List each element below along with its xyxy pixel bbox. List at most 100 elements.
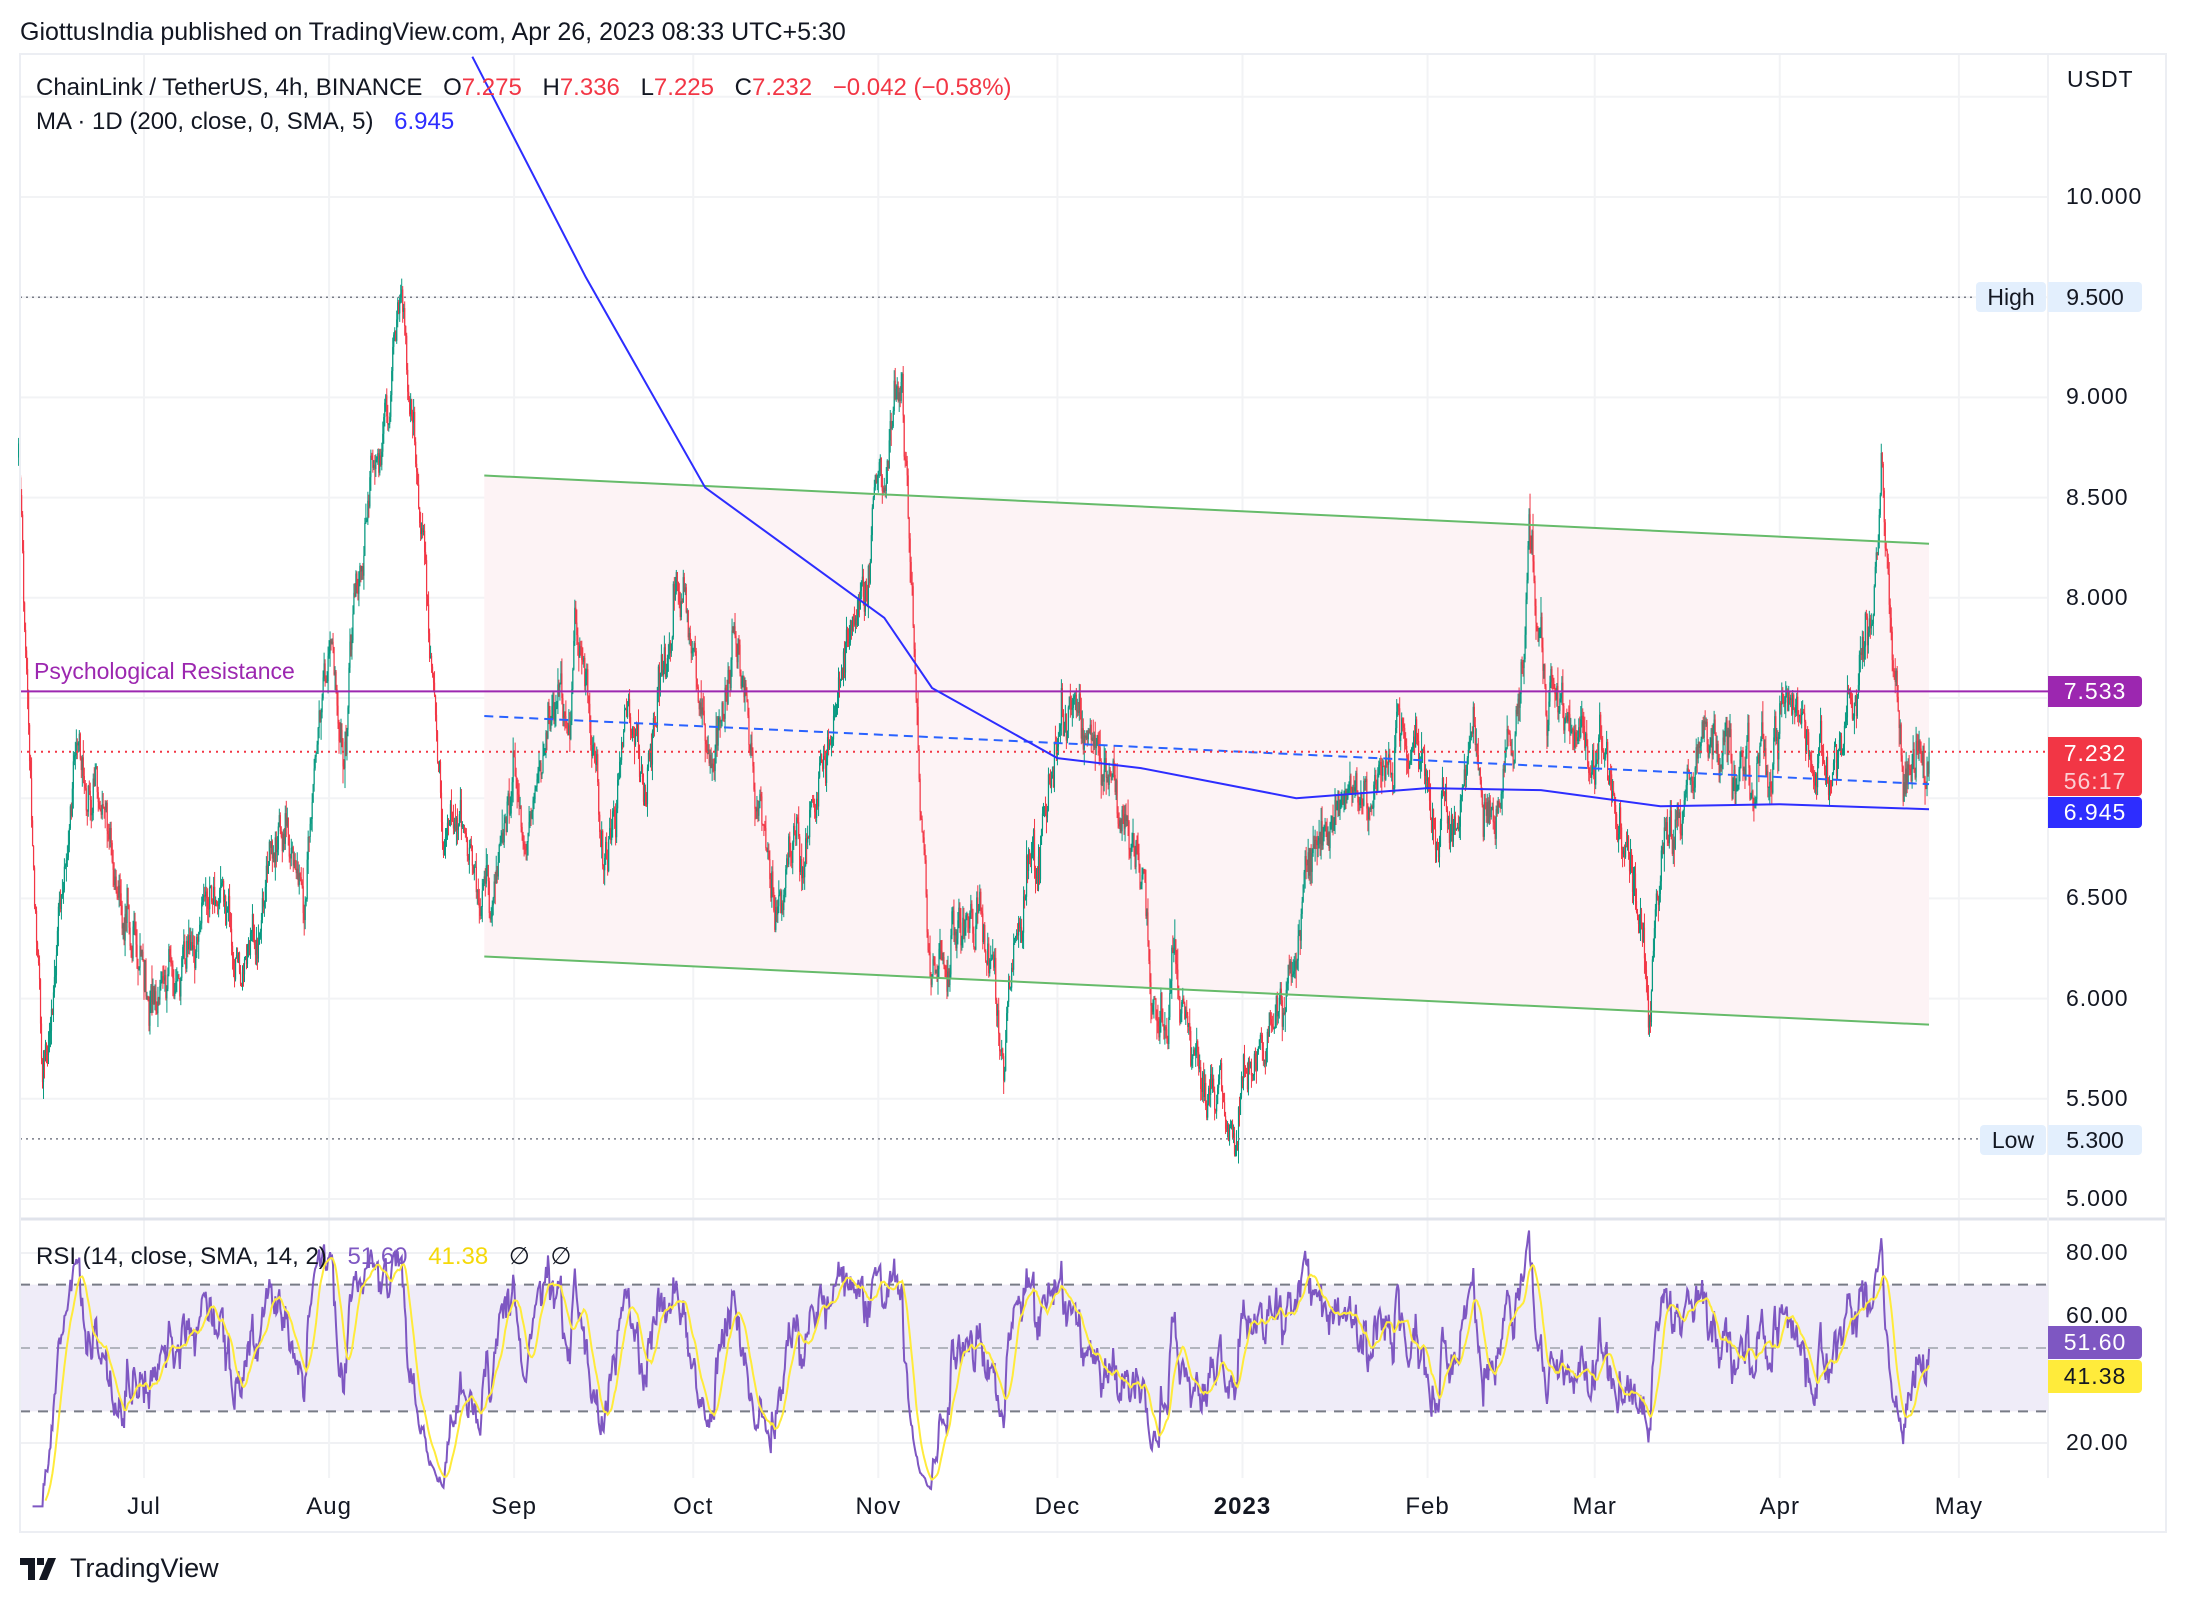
candle-body [346, 729, 348, 755]
candle-body [527, 832, 529, 843]
candle [868, 562, 870, 588]
candle [1655, 889, 1657, 917]
candle-body [36, 942, 39, 953]
candle-body [519, 805, 521, 807]
candle-body [692, 647, 694, 651]
candle [1183, 995, 1185, 1004]
candle [527, 832, 529, 856]
candle [97, 786, 99, 812]
candle-body [1163, 1025, 1165, 1031]
candle-body [1583, 725, 1585, 735]
candle-body [492, 897, 494, 906]
candle [175, 969, 177, 994]
candle [445, 827, 448, 847]
candle-body [1359, 798, 1361, 806]
candle [849, 619, 852, 646]
candle [18, 437, 20, 466]
candle [1122, 804, 1124, 825]
candle [1225, 1119, 1228, 1133]
candle [1172, 935, 1174, 954]
candle [894, 367, 896, 401]
candle [1137, 832, 1139, 861]
candle-body [512, 751, 514, 783]
candle [1085, 730, 1087, 741]
candle-body [1042, 806, 1045, 814]
candle [1205, 1074, 1207, 1111]
candle [841, 667, 844, 680]
candle [1236, 1141, 1239, 1151]
candle [533, 792, 535, 810]
candle [1027, 847, 1030, 880]
candle [554, 702, 556, 728]
candle [878, 458, 880, 478]
candle-body [925, 860, 927, 895]
candle [1021, 930, 1024, 949]
candle-body [1594, 776, 1596, 785]
candle [1527, 541, 1529, 584]
candle [628, 689, 631, 724]
candle [75, 729, 77, 760]
candle [190, 927, 192, 951]
candle [1052, 766, 1055, 788]
candle-body [1168, 1017, 1170, 1045]
candle-body [1263, 1060, 1265, 1062]
candle [1557, 667, 1559, 720]
candle-body [1482, 805, 1484, 837]
candle [489, 911, 491, 923]
candle [1209, 1079, 1211, 1107]
candle-body [1216, 1103, 1218, 1112]
candle-body [362, 566, 364, 576]
candle-body [708, 749, 710, 764]
candle [1443, 791, 1446, 807]
candle [407, 362, 409, 401]
candle-body [1605, 748, 1607, 758]
candle [70, 802, 72, 820]
candle [561, 658, 563, 705]
candle [1448, 811, 1451, 850]
candle-body [461, 825, 463, 827]
candle-body [1209, 1088, 1211, 1096]
candle-body [449, 804, 452, 821]
candle-body [1417, 740, 1420, 770]
candle-body [237, 952, 240, 963]
candle-body [558, 684, 560, 688]
candle-body [392, 346, 394, 371]
candle [619, 751, 621, 780]
candle [1159, 1010, 1161, 1045]
candle-body [647, 753, 650, 768]
candle-body [1272, 1026, 1274, 1029]
candle-body [53, 976, 56, 993]
candle-body [271, 841, 273, 859]
candle [129, 921, 131, 951]
candle [310, 817, 312, 831]
candle-body [864, 581, 866, 612]
candle-body [1305, 856, 1307, 865]
candle [295, 860, 297, 880]
candle-body [987, 943, 989, 965]
candle [1151, 1002, 1153, 1020]
candle-body [790, 849, 792, 857]
candle [113, 862, 115, 890]
candle [624, 707, 627, 711]
candle-body [274, 837, 276, 863]
candle-body [960, 922, 962, 946]
candle-body [67, 844, 69, 858]
candle-body [39, 979, 42, 1024]
candle-body [785, 869, 787, 889]
candle [756, 795, 758, 819]
candle-body [802, 867, 804, 879]
candle [739, 639, 741, 677]
candle-body [1541, 616, 1543, 648]
candle-body [1297, 935, 1299, 961]
candle [983, 923, 985, 945]
candle [269, 840, 271, 861]
candle-body [1571, 728, 1573, 732]
candle-body [295, 869, 297, 874]
candle-body [58, 899, 61, 907]
candle [418, 473, 420, 510]
candle-body [1035, 870, 1038, 878]
candle-body [1340, 801, 1342, 805]
candle-body [853, 619, 856, 625]
candle-body [351, 640, 353, 650]
